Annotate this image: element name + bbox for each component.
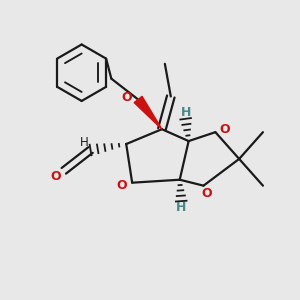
Polygon shape (134, 96, 162, 129)
Text: H: H (80, 136, 89, 149)
Text: O: O (201, 187, 212, 200)
Text: H: H (181, 106, 191, 119)
Text: O: O (50, 170, 61, 183)
Text: O: O (121, 92, 131, 104)
Text: O: O (116, 179, 127, 192)
Text: H: H (176, 201, 186, 214)
Text: O: O (219, 123, 230, 136)
